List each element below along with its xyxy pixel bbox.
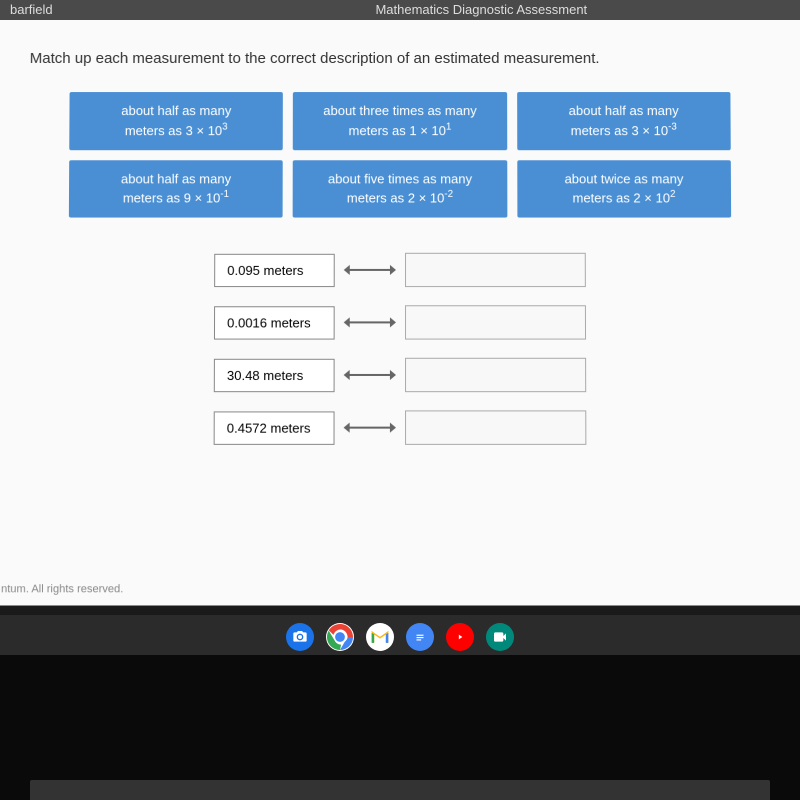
assessment-title: Mathematics Diagnostic Assessment bbox=[173, 2, 790, 18]
answer-tile-2[interactable]: about half as many meters as 3 × 10-3 bbox=[517, 92, 731, 150]
drop-target-0[interactable] bbox=[405, 253, 586, 287]
main-area: Match up each measurement to the correct… bbox=[0, 20, 800, 606]
value-box: 0.095 meters bbox=[214, 254, 335, 287]
answer-tile-0[interactable]: about half as many meters as 3 × 103 bbox=[69, 92, 283, 150]
answer-tile-1[interactable]: about three times as many meters as 1 × … bbox=[293, 92, 507, 150]
arrow-icon bbox=[345, 374, 395, 376]
tile-line2: meters as 3 × 10-3 bbox=[571, 123, 677, 138]
arrow-icon bbox=[345, 427, 395, 429]
answer-tile-3[interactable]: about half as many meters as 9 × 10-1 bbox=[69, 160, 283, 218]
copyright-text: ntum. All rights reserved. bbox=[0, 583, 123, 595]
match-rows: 0.095 meters 0.0016 meters 30.48 meters … bbox=[158, 253, 642, 445]
tile-line2: meters as 9 × 10-1 bbox=[123, 191, 229, 206]
match-row-0: 0.095 meters bbox=[159, 253, 641, 287]
value-box: 0.0016 meters bbox=[214, 306, 335, 339]
value-box: 0.4572 meters bbox=[214, 411, 335, 444]
value-box: 30.48 meters bbox=[214, 359, 335, 392]
match-row-3: 0.4572 meters bbox=[158, 411, 642, 445]
match-row-1: 0.0016 meters bbox=[159, 306, 642, 340]
chrome-icon[interactable] bbox=[326, 623, 354, 651]
tile-line2: meters as 2 × 102 bbox=[573, 191, 676, 206]
user-name: barfield bbox=[10, 2, 53, 18]
tile-line1: about five times as many bbox=[328, 171, 472, 186]
desk-area bbox=[0, 655, 800, 800]
answer-tiles-grid: about half as many meters as 3 × 103 abo… bbox=[69, 92, 731, 218]
tile-line1: about half as many bbox=[569, 103, 679, 118]
top-bar: barfield Mathematics Diagnostic Assessme… bbox=[0, 0, 800, 20]
tile-line2: meters as 1 × 101 bbox=[349, 123, 452, 138]
youtube-icon[interactable] bbox=[446, 623, 474, 651]
taskbar bbox=[0, 615, 800, 655]
meet-icon[interactable] bbox=[486, 623, 514, 651]
gmail-icon[interactable] bbox=[366, 623, 394, 651]
tile-line1: about half as many bbox=[121, 103, 231, 118]
tile-line1: about three times as many bbox=[323, 103, 476, 118]
arrow-icon bbox=[345, 322, 395, 324]
drop-target-2[interactable] bbox=[405, 358, 586, 392]
question-instruction: Match up each measurement to the correct… bbox=[30, 50, 771, 67]
docs-icon[interactable] bbox=[406, 623, 434, 651]
drop-target-3[interactable] bbox=[405, 411, 586, 445]
drop-target-1[interactable] bbox=[405, 306, 586, 340]
camera-icon[interactable] bbox=[286, 623, 314, 651]
answer-tile-4[interactable]: about five times as many meters as 2 × 1… bbox=[293, 160, 507, 218]
arrow-icon bbox=[345, 269, 395, 271]
tile-line1: about twice as many bbox=[564, 171, 683, 186]
tile-line1: about half as many bbox=[121, 171, 231, 186]
tile-line2: meters as 2 × 10-2 bbox=[347, 191, 453, 206]
content-wrapper: Match up each measurement to the correct… bbox=[0, 20, 800, 606]
match-row-2: 30.48 meters bbox=[158, 358, 641, 392]
tile-line2: meters as 3 × 103 bbox=[125, 123, 228, 138]
answer-tile-5[interactable]: about twice as many meters as 2 × 102 bbox=[517, 160, 731, 218]
laptop-edge bbox=[30, 780, 770, 800]
